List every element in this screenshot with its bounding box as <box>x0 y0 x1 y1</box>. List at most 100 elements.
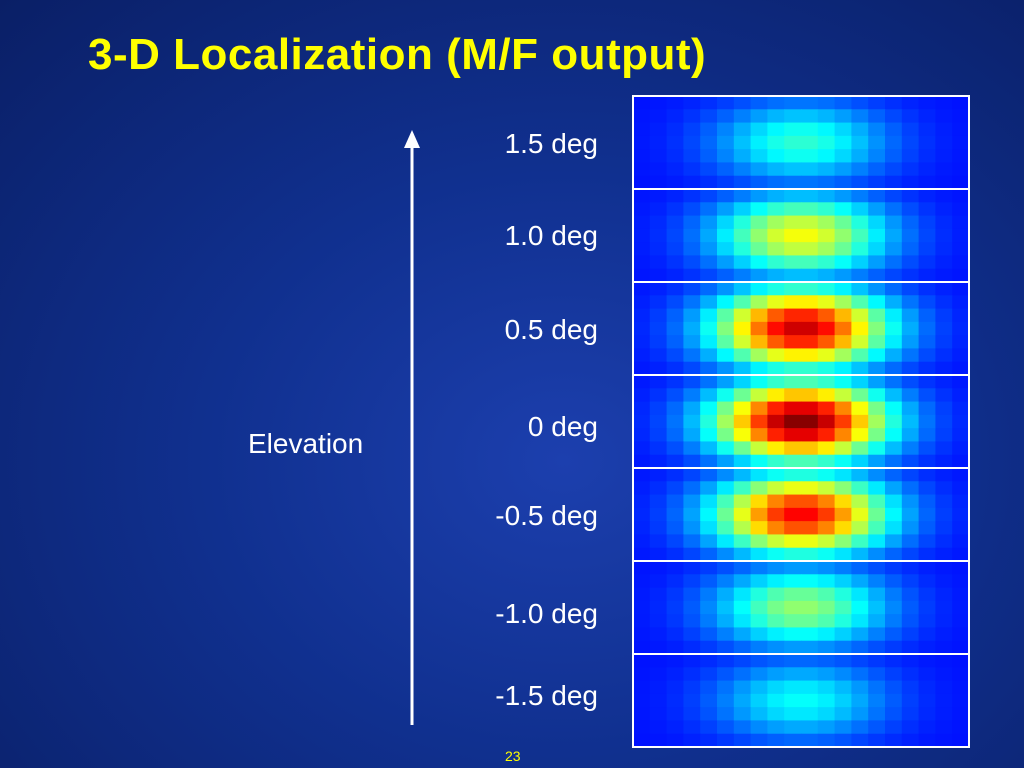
heatmap-cell <box>918 401 936 416</box>
heatmap-cell <box>952 308 970 323</box>
heatmap-cell <box>901 202 920 217</box>
heatmap-cell <box>935 574 953 589</box>
heatmap-cell <box>935 255 953 270</box>
heatmap-cell <box>918 733 936 748</box>
heatmap-cell <box>633 494 651 509</box>
heatmap-cell <box>784 189 802 203</box>
heatmap-cell <box>901 574 920 589</box>
heatmap-cell <box>784 428 802 442</box>
heatmap-cell <box>683 441 701 456</box>
heatmap-cell <box>733 242 752 256</box>
heatmap-cell <box>750 428 768 442</box>
heatmap-cell <box>733 720 752 735</box>
heatmap-cell <box>784 96 802 110</box>
heatmap-cell <box>649 122 668 137</box>
heatmap-cell <box>683 375 701 389</box>
heatmap-cell <box>801 733 819 748</box>
heatmap-cell <box>784 149 802 163</box>
heatmap-cell <box>717 534 735 549</box>
heatmap-cell <box>834 720 852 735</box>
heatmap-cell <box>885 122 903 137</box>
heatmap-cell <box>885 282 903 296</box>
heatmap-cell <box>717 654 735 668</box>
heatmap-cell <box>851 228 869 243</box>
heatmap-cell <box>817 481 836 496</box>
heatmap-cell <box>784 627 802 642</box>
heatmap-cell <box>834 109 852 124</box>
heatmap-cell <box>666 255 684 270</box>
heatmap-cell <box>683 282 701 296</box>
heatmap-cell <box>885 733 903 748</box>
heatmap-cell <box>885 627 903 642</box>
heatmap-cell <box>868 228 886 243</box>
heatmap-cell <box>649 96 668 110</box>
heatmap-cell <box>733 96 752 110</box>
heatmap-cell <box>784 228 802 243</box>
heatmap-cell <box>683 521 701 535</box>
heatmap-cell <box>683 96 701 110</box>
heatmap-cell <box>666 308 684 323</box>
heatmap-cell <box>885 547 903 562</box>
heatmap-cell <box>935 361 953 376</box>
heatmap-cell <box>918 561 936 575</box>
heatmap-cell <box>733 481 752 496</box>
heatmap-cell <box>851 600 869 615</box>
heatmap-cell <box>851 361 869 376</box>
heatmap-cell <box>834 414 852 429</box>
heatmap-cell <box>633 135 651 150</box>
heatmap-cell <box>918 388 936 403</box>
heatmap-cell <box>700 282 718 296</box>
heatmap-cell <box>901 534 920 549</box>
heatmap-cell <box>851 733 869 748</box>
heatmap-cell <box>666 202 684 217</box>
heatmap-cell <box>935 268 953 283</box>
heatmap-cell <box>868 428 886 442</box>
heatmap-cell <box>633 348 651 363</box>
heatmap-cell <box>750 507 768 522</box>
heatmap-cell <box>767 640 785 655</box>
heatmap-cell <box>750 135 768 150</box>
heatmap-cell <box>700 441 718 456</box>
heatmap-cell <box>851 321 869 336</box>
heatmap-cell <box>733 441 752 456</box>
heatmap-cell <box>901 733 920 748</box>
heatmap-cell <box>817 135 836 150</box>
heatmap-panel-0 <box>632 95 970 190</box>
heatmap-cell <box>918 428 936 442</box>
heatmap-cell <box>834 600 852 615</box>
heatmap-cell <box>666 109 684 124</box>
heatmap-cell <box>834 295 852 310</box>
heatmap-cell <box>750 454 768 469</box>
heatmap-cell <box>666 600 684 615</box>
heatmap-cell <box>633 295 651 310</box>
heatmap-cell <box>868 96 886 110</box>
heatmap-cell <box>666 547 684 562</box>
heatmap-cell <box>885 414 903 429</box>
heatmap-cell <box>868 268 886 283</box>
heatmap-cell <box>649 375 668 389</box>
heatmap-cell <box>683 693 701 708</box>
heatmap-cell <box>868 468 886 482</box>
heatmap-cell <box>700 202 718 217</box>
heatmap-cell <box>935 587 953 602</box>
heatmap-cell <box>767 481 785 496</box>
heatmap-cell <box>885 242 903 256</box>
heatmap-cell <box>918 627 936 642</box>
heatmap-cell <box>700 680 718 695</box>
heatmap-cell <box>750 534 768 549</box>
heatmap-cell <box>733 468 752 482</box>
heatmap-cell <box>767 308 785 323</box>
heatmap-cell <box>750 268 768 283</box>
heatmap-cell <box>700 481 718 496</box>
heatmap-cell <box>767 600 785 615</box>
heatmap-cell <box>918 375 936 389</box>
heatmap-panel-4 <box>632 467 970 562</box>
heatmap-cell <box>700 494 718 509</box>
heatmap-cell <box>801 175 819 190</box>
heatmap-cell <box>834 308 852 323</box>
heatmap-cell <box>885 441 903 456</box>
heatmap-cell <box>649 680 668 695</box>
heatmap-cell <box>633 654 651 668</box>
heatmap-cell <box>851 295 869 310</box>
heatmap-cell <box>817 600 836 615</box>
